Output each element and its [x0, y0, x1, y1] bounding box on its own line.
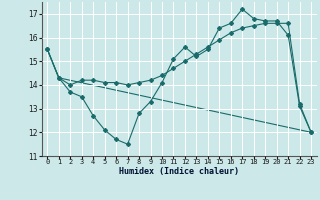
X-axis label: Humidex (Indice chaleur): Humidex (Indice chaleur): [119, 167, 239, 176]
